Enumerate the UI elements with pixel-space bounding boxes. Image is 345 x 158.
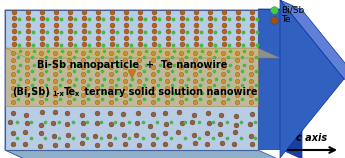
Polygon shape — [258, 9, 280, 149]
Polygon shape — [5, 10, 27, 158]
Text: ternary solid solution nanowire: ternary solid solution nanowire — [81, 87, 257, 97]
Text: (Bi,Sb): (Bi,Sb) — [12, 87, 50, 97]
Polygon shape — [258, 9, 302, 19]
Text: c axis: c axis — [296, 133, 327, 143]
Text: Bi/Sb: Bi/Sb — [281, 6, 304, 15]
Text: 1-x: 1-x — [52, 91, 63, 97]
Text: Te: Te — [64, 87, 76, 97]
Polygon shape — [5, 48, 280, 58]
Text: Bi-Sb nanoparticle  +  Te nanowire: Bi-Sb nanoparticle + Te nanowire — [37, 60, 227, 70]
Polygon shape — [280, 9, 302, 158]
Polygon shape — [5, 10, 280, 20]
Polygon shape — [5, 48, 258, 106]
Polygon shape — [280, 0, 345, 89]
Polygon shape — [5, 10, 258, 150]
Text: x: x — [75, 91, 79, 97]
Polygon shape — [5, 150, 280, 158]
Polygon shape — [280, 0, 344, 158]
Text: Te: Te — [281, 15, 290, 24]
